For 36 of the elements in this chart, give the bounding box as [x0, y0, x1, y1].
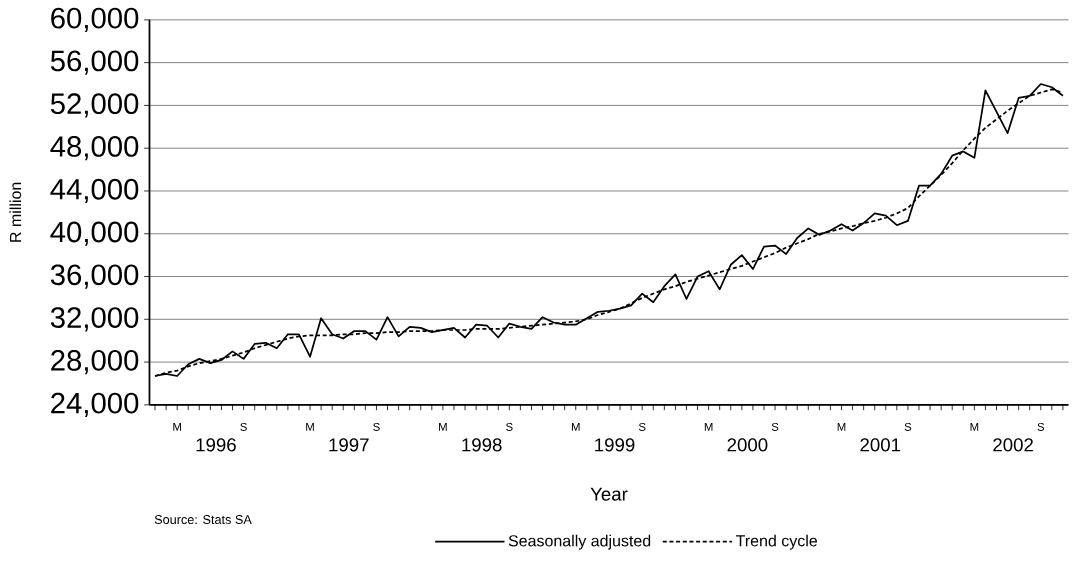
x-tick-label: M	[173, 422, 181, 431]
y-tick-label: 44,000	[50, 178, 139, 204]
text: 1996	[196, 438, 236, 452]
x-tick-label: S	[240, 422, 247, 431]
y-tick-label: 28,000	[51, 349, 139, 375]
x-tick-label: M	[837, 422, 846, 431]
y-tick-label: 56,000	[50, 50, 139, 75]
y-tick-label: 36,000	[50, 264, 139, 289]
y-tick-label: 60,000	[51, 7, 139, 32]
y-tick-label: 48,000	[50, 136, 139, 161]
x-tick-label: S	[1037, 422, 1045, 431]
text: 1997	[329, 438, 369, 452]
x-tick-label: M	[571, 422, 580, 431]
x-tick-label: S	[904, 422, 912, 431]
text: 1999	[595, 438, 635, 452]
source-note: Source: Stats SA	[154, 515, 252, 525]
x-tick-label: M	[306, 422, 314, 431]
text: 2000	[727, 438, 768, 452]
y-tick-label: 32,000	[50, 307, 139, 332]
text: 2002	[993, 438, 1033, 452]
legend-label: Seasonally adjusted	[508, 534, 651, 550]
x-tick-label: S	[506, 422, 513, 431]
x-tick-label: M	[970, 422, 979, 431]
y-axis-title: R million	[9, 182, 22, 242]
x-tick-label: S	[771, 422, 779, 431]
x-tick-label: S	[638, 422, 646, 431]
text: 1998	[462, 438, 502, 452]
x-tick-label: M	[439, 422, 447, 431]
y-tick-label: 40,000	[50, 221, 139, 246]
y-tick-label: 52,000	[50, 93, 139, 118]
x-tick-label: S	[373, 422, 380, 431]
x-axis-title: Year	[590, 487, 628, 501]
y-tick-label: 24,000	[51, 392, 139, 417]
x-tick-label: M	[704, 422, 713, 431]
text: 2001	[860, 438, 901, 452]
legend-label: Trend cycle	[736, 534, 817, 550]
